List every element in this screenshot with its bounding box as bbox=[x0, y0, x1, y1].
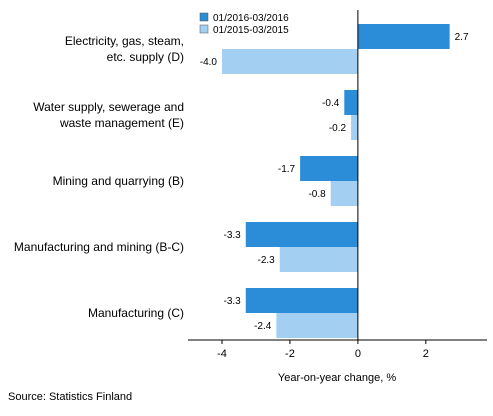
bar-series2-cat3 bbox=[330, 181, 358, 206]
data-label: -1.7 bbox=[278, 164, 296, 175]
x-tick-label: -4 bbox=[217, 348, 227, 360]
data-label: -4.0 bbox=[200, 57, 218, 68]
category-label: Water supply, sewerage and bbox=[33, 100, 184, 114]
category-label: Electricity, gas, steam, bbox=[65, 34, 184, 48]
data-label: -3.3 bbox=[224, 230, 242, 241]
x-axis-title: Year-on-year change, % bbox=[278, 372, 396, 384]
bar-series1-cat4 bbox=[245, 222, 358, 247]
category-label: Manufacturing (C) bbox=[88, 306, 184, 320]
bar-series1-cat1 bbox=[357, 24, 450, 49]
bar-series2-cat1 bbox=[221, 49, 358, 74]
data-label: 2.7 bbox=[455, 32, 469, 43]
data-label: -0.2 bbox=[329, 123, 347, 134]
x-tick-label: 0 bbox=[355, 348, 361, 360]
category-label: Mining and quarrying (B) bbox=[53, 174, 184, 188]
x-tick-label: 2 bbox=[423, 348, 429, 360]
bar-series1-cat2 bbox=[344, 90, 358, 115]
legend-label-1: 01/2016-03/2016 bbox=[213, 13, 289, 24]
bar-series2-cat4 bbox=[279, 247, 358, 272]
category-label: waste management (E) bbox=[59, 116, 184, 130]
data-label: -0.4 bbox=[322, 98, 340, 109]
bar-series2-cat5 bbox=[276, 313, 358, 338]
category-label: etc. supply (D) bbox=[107, 50, 184, 64]
data-label: -2.3 bbox=[258, 255, 276, 266]
x-tick-label: -2 bbox=[285, 348, 295, 360]
bar-series2-cat2 bbox=[351, 115, 358, 140]
bar-series1-cat5 bbox=[245, 288, 358, 313]
legend-swatch-2 bbox=[199, 24, 209, 34]
source-note: Source: Statistics Finland bbox=[8, 391, 133, 403]
legend-label-2: 01/2015-03/2015 bbox=[213, 25, 289, 36]
category-label: Manufacturing and mining (B-C) bbox=[14, 240, 184, 254]
data-label: -3.3 bbox=[224, 296, 242, 307]
bar-series1-cat3 bbox=[300, 156, 358, 181]
data-label: -0.8 bbox=[308, 189, 326, 200]
data-label: -2.4 bbox=[254, 321, 272, 332]
legend-swatch-1 bbox=[199, 12, 209, 22]
